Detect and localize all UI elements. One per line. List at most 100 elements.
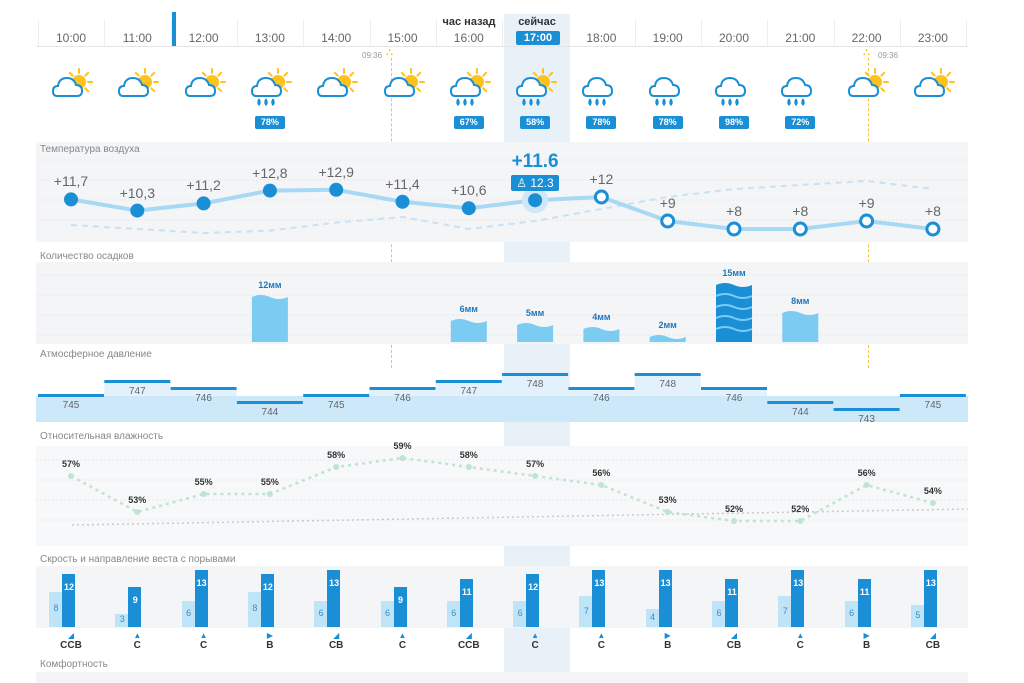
humidity-line — [70, 456, 934, 523]
pressure-value: 746 — [593, 393, 610, 404]
wind-direction: ССВ — [60, 640, 82, 651]
wind-direction-arrow-icon: ▶ — [266, 631, 273, 640]
temperature-value: +11,2 — [186, 177, 221, 194]
pressure-fill — [502, 375, 569, 396]
wind-speed-bar — [380, 600, 394, 627]
wind-speed-value: 7 — [782, 605, 788, 616]
column-separator — [170, 20, 172, 46]
temperature-value: +10,3 — [119, 184, 156, 201]
column-separator — [38, 20, 39, 46]
temperature-point — [64, 192, 78, 207]
wind-gust-bar — [658, 569, 672, 627]
feels-like-line — [70, 179, 934, 235]
humidity-title: Относительная влажность — [40, 431, 164, 442]
partly-cloudy-icon — [845, 68, 889, 108]
precipitation-bar — [517, 323, 554, 342]
rain-icon — [579, 68, 623, 108]
wind-gust-bar — [260, 574, 274, 627]
precipitation-value: 5мм — [525, 308, 545, 318]
wind-direction-arrow-icon: ◢ — [67, 631, 75, 640]
feels-like-badge: ♙ 12.3 — [511, 175, 559, 191]
temperature-value: +9 — [858, 195, 875, 211]
wind-direction-arrow-icon: ◢ — [929, 631, 936, 640]
temperature-value: +10,6 — [451, 182, 487, 199]
hour-label: 20:00 — [718, 31, 750, 45]
column-separator — [369, 20, 371, 46]
scroll-position-marker[interactable] — [172, 12, 176, 46]
wind-speed-value: 6 — [517, 607, 523, 618]
humidity-point — [68, 473, 74, 479]
temperature-value: +8 — [924, 203, 941, 219]
humidity-value: 52% — [791, 504, 810, 514]
hour-label: 11:00 — [122, 31, 152, 45]
pressure-level — [502, 373, 569, 376]
column-separator — [502, 20, 504, 46]
wind-speed-bar — [579, 596, 593, 627]
temperature-point — [726, 221, 742, 237]
wind-gust-bar — [62, 574, 75, 627]
wind-gust-value: 13 — [660, 577, 671, 588]
wind-gust-value: 13 — [925, 577, 936, 588]
temperature-point — [196, 196, 211, 211]
partly-cloudy-rain-icon — [447, 68, 491, 108]
precip-probability-badge: 78% — [586, 116, 617, 129]
pressure-value: 743 — [858, 414, 875, 425]
humidity-point — [399, 455, 406, 461]
wind-speed-bar — [314, 600, 328, 627]
wind-speed-value: 6 — [384, 607, 390, 618]
wind-band — [36, 566, 968, 628]
wind-speed-bar — [645, 609, 659, 627]
humidity-point — [598, 482, 605, 488]
pressure-value: 746 — [725, 393, 743, 404]
temperature-value: +9 — [659, 195, 676, 211]
precipitation-value: 12мм — [258, 280, 282, 290]
pressure-value: 748 — [659, 379, 677, 390]
temperature-line — [70, 187, 934, 231]
wind-direction: С — [199, 640, 208, 651]
sunrise-icon: ⛬ — [386, 47, 393, 58]
humidity-value: 59% — [393, 441, 412, 451]
temperature-value: +11,7 — [53, 173, 89, 190]
pressure-level — [568, 387, 635, 390]
temperature-point — [329, 182, 344, 197]
wind-gust-bar — [923, 569, 937, 627]
hour-label: 23:00 — [917, 31, 948, 45]
pressure-level — [634, 373, 701, 376]
temperature-point — [593, 189, 609, 205]
pressure-level — [236, 401, 303, 404]
wind-speed-value: 4 — [650, 612, 656, 623]
humidity-value: 53% — [658, 495, 677, 505]
wind-speed-value: 8 — [252, 603, 258, 614]
wind-direction: С — [597, 640, 605, 651]
wind-gust-value: 13 — [594, 577, 605, 588]
wind-direction-arrow-icon: ◢ — [730, 631, 738, 640]
temperature-point — [859, 213, 875, 229]
comfort-title: Комфортность — [40, 659, 108, 670]
wind-title: Скрость и направление веста с порывами — [40, 554, 236, 565]
wind-speed-value: 6 — [318, 607, 324, 618]
pressure-fill — [435, 382, 502, 396]
pressure-fill — [369, 389, 436, 396]
precip-probability-badge: 78% — [652, 116, 683, 129]
sunset-icon: ⛬ — [863, 47, 870, 58]
wind-speed-value: 5 — [915, 610, 921, 620]
wind-speed-value: 8 — [53, 603, 59, 614]
wind-speed-value: 6 — [451, 607, 457, 618]
pressure-fill — [634, 375, 701, 396]
precipitation-wave — [715, 326, 753, 332]
pressure-fill — [170, 389, 237, 396]
pressure-level — [369, 387, 436, 390]
column-separator — [236, 20, 238, 46]
rain-icon — [646, 68, 690, 108]
wind-direction-arrow-icon: ▶ — [664, 631, 671, 640]
wind-gust-bar — [857, 578, 871, 627]
wind-speed-bar — [446, 600, 460, 627]
current-temperature: +11.6 — [511, 151, 559, 172]
wind-speed-value: 6 — [849, 607, 855, 618]
wind-gust-value: 12 — [528, 582, 539, 593]
humidity-value: 52% — [724, 504, 743, 514]
partly-cloudy-icon — [381, 68, 425, 108]
